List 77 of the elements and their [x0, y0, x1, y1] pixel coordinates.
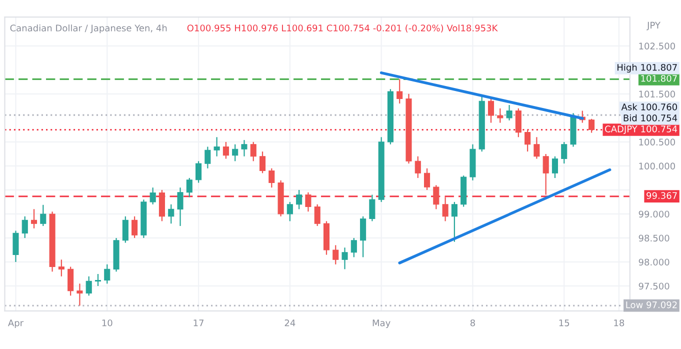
candlestick [332, 244, 339, 265]
candlestick [104, 264, 110, 284]
candlestick [204, 146, 211, 169]
y-tick-label: 97.500 [638, 282, 670, 290]
candlestick [305, 192, 312, 212]
candlestick [168, 204, 174, 224]
candlestick [241, 139, 248, 157]
candlestick [524, 129, 531, 152]
candlestick [250, 141, 256, 162]
candlestick [40, 204, 46, 227]
candlestick [534, 136, 540, 160]
candlestick [94, 273, 102, 287]
candlestick [561, 141, 568, 164]
ref-line-label: Low 97.092 [626, 301, 677, 308]
x-tick-label: 8 [470, 319, 475, 326]
annotation: Bid 100.754 [624, 114, 678, 122]
candlestick [222, 141, 229, 160]
candlestick [369, 194, 376, 222]
candlestick [433, 184, 440, 210]
candlestick [314, 204, 320, 227]
x-tick-label: 15 [559, 320, 570, 326]
candlestick [396, 78, 403, 104]
text: O100.955 H100.976 L100.691 C100.754 -0.201 (-0.20%) Vol18.953K [187, 24, 498, 32]
candlestick [588, 118, 595, 134]
candlestick [177, 187, 184, 227]
candlestick [506, 104, 512, 121]
candlestick [296, 189, 302, 210]
y-tick-label: 100.500 [639, 138, 675, 146]
text: Canadian Dollar / Japanese Yen, 4h [10, 24, 167, 34]
ref-line-label: 99.367 [646, 192, 677, 199]
candlestick [360, 216, 366, 258]
y-axis-title: JPY [646, 22, 660, 30]
candlestick [259, 150, 266, 174]
candlestick [214, 136, 220, 157]
candlestick [132, 216, 138, 239]
candlestick [76, 283, 83, 306]
candlestick [342, 247, 348, 270]
x-tick-label: May [372, 320, 390, 328]
candlestick [350, 237, 357, 258]
x-tick-label: 18 [614, 319, 624, 326]
candlestick [122, 216, 128, 244]
candlestick [12, 230, 19, 263]
y-tick-label: 100.000 [639, 162, 675, 170]
candlestick [86, 276, 92, 296]
y-tick-label: 98.500 [638, 234, 670, 242]
x-tick-label: 24 [284, 319, 296, 326]
candlestick [58, 259, 64, 277]
candlestick [442, 196, 448, 222]
y-tick-label: 102.500 [639, 42, 675, 50]
candlestick [196, 160, 202, 184]
candlestick [286, 201, 293, 222]
candlestick [552, 156, 558, 179]
candlestick [30, 208, 38, 229]
ref-line-label: 101.807 [641, 74, 677, 82]
candlestick [186, 177, 192, 198]
candlestick [22, 216, 28, 239]
candlestick [497, 108, 504, 124]
candlestick [158, 189, 165, 222]
annotation: Ask 100.760 [621, 103, 677, 110]
candlestick [488, 98, 494, 124]
candlestick [451, 201, 458, 242]
candlestick [150, 187, 156, 205]
candlestick [424, 168, 430, 191]
y-tick-label: 101.500 [639, 90, 675, 98]
y-tick-label: 99.000 [638, 210, 670, 218]
ref-line-label: CADJPY 100.754 [605, 126, 678, 134]
candlestick [542, 153, 549, 196]
x-tick-label: Apr [8, 320, 24, 328]
annotation: High 101.807 [618, 64, 677, 73]
candlestick [232, 144, 238, 162]
candlestick [515, 108, 522, 138]
candlestick [68, 266, 74, 296]
candlestick [268, 168, 275, 188]
candlestick [414, 156, 421, 179]
x-tick-label: 17 [194, 320, 204, 326]
x-tick-label: 10 [102, 319, 112, 326]
y-tick-label: 98.000 [638, 258, 670, 266]
